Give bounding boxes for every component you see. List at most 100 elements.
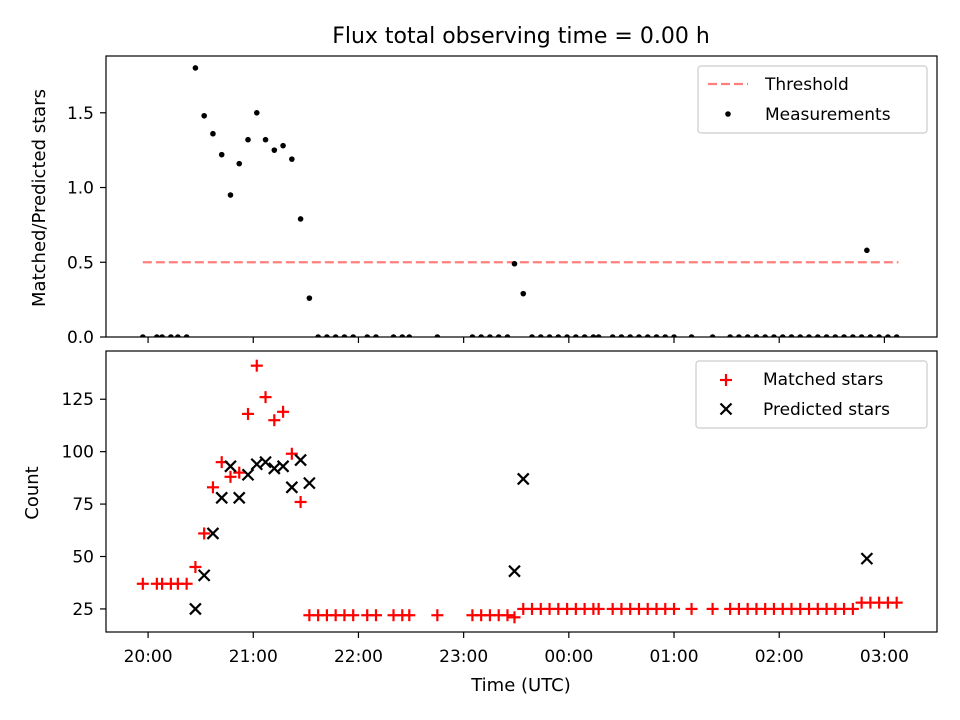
measurement-point bbox=[168, 334, 174, 337]
measurement-point bbox=[469, 334, 476, 337]
legend-measurements-label: Measurements bbox=[765, 105, 891, 125]
measurement-point bbox=[644, 334, 651, 337]
matched-star-point bbox=[285, 447, 298, 460]
measurement-point bbox=[823, 334, 830, 337]
measurement-point bbox=[434, 334, 441, 337]
bottom-y-tick-label: 100 bbox=[62, 443, 94, 463]
measurement-point bbox=[364, 334, 371, 337]
x-tick-label: 23:00 bbox=[439, 647, 488, 667]
predicted-star-point bbox=[860, 552, 874, 565]
predicted-star-point-b bbox=[285, 481, 299, 494]
predicted-star-point bbox=[232, 491, 246, 505]
bottom-y-axis-label: Count bbox=[22, 466, 43, 519]
predicted-star-point bbox=[516, 472, 530, 486]
bottom-legend: Matched stars Predicted stars bbox=[695, 360, 928, 429]
measurement-point bbox=[478, 334, 484, 337]
predicted-star-point-b bbox=[508, 564, 521, 578]
x-tick-label: 01:00 bbox=[650, 647, 699, 667]
matched-star-point bbox=[224, 470, 237, 483]
measurement-point bbox=[373, 334, 379, 337]
measurement-point bbox=[504, 334, 511, 337]
measurement-point bbox=[537, 334, 544, 337]
measurement-point bbox=[511, 260, 518, 267]
measurement-point bbox=[529, 334, 535, 337]
measurement-point bbox=[236, 160, 243, 167]
legend-predicted-label: Predicted stars bbox=[763, 400, 890, 420]
matched-star-point bbox=[259, 391, 272, 404]
measurement-point bbox=[332, 334, 339, 337]
measurement-point bbox=[893, 334, 900, 337]
predicted-star-point-b bbox=[303, 476, 316, 490]
predicted-star-point-b bbox=[241, 468, 255, 482]
measurement-point bbox=[797, 334, 804, 337]
measurement-point bbox=[590, 334, 597, 337]
matched-star-point bbox=[369, 609, 382, 622]
measurement-point bbox=[779, 334, 786, 337]
measurement-point bbox=[159, 334, 165, 337]
measurement-point bbox=[555, 334, 562, 337]
predicted-star-point bbox=[206, 527, 220, 540]
measurement-point bbox=[841, 334, 847, 337]
measurement-point bbox=[154, 334, 160, 337]
bottom-y-tick-label: 25 bbox=[72, 600, 94, 620]
measurement-point bbox=[788, 334, 795, 337]
measurement-point bbox=[832, 334, 839, 337]
measurement-point bbox=[546, 334, 553, 337]
x-tick-label: 20:00 bbox=[124, 647, 173, 667]
measurement-point bbox=[289, 156, 295, 162]
matched-star-point bbox=[431, 609, 444, 622]
predicted-star-point-b bbox=[250, 457, 264, 471]
legend-measurements-swatch bbox=[725, 111, 731, 117]
matched-star-point bbox=[206, 481, 219, 494]
measurement-point bbox=[253, 109, 260, 116]
matched-star-point bbox=[508, 611, 521, 624]
measurement-point bbox=[227, 192, 234, 198]
matched-star-point bbox=[846, 602, 859, 615]
measurement-point bbox=[315, 334, 321, 337]
measurement-point bbox=[218, 151, 225, 158]
measurement-point bbox=[245, 136, 251, 143]
predicted-stars-series bbox=[189, 453, 874, 616]
measurement-point bbox=[306, 295, 313, 301]
top-y-tick-label: 0.5 bbox=[67, 253, 94, 273]
predicted-star-point bbox=[241, 468, 255, 482]
top-y-tick-label: 1.5 bbox=[67, 104, 94, 124]
measurement-point bbox=[688, 334, 695, 337]
measurement-point bbox=[864, 247, 870, 254]
legend-predicted-swatch bbox=[719, 402, 733, 416]
predicted-star-point bbox=[259, 455, 272, 469]
measurement-point bbox=[390, 334, 397, 337]
measurement-point bbox=[297, 216, 304, 222]
measurement-point bbox=[495, 334, 502, 337]
measurement-point bbox=[271, 147, 278, 153]
matched-star-point bbox=[233, 466, 246, 479]
matched-star-point bbox=[294, 495, 307, 508]
top-legend: Threshold Measurements bbox=[697, 65, 928, 134]
measurement-point bbox=[487, 334, 493, 337]
x-tick-label: 00:00 bbox=[544, 647, 593, 667]
measurement-point bbox=[762, 334, 768, 337]
predicted-star-point-b bbox=[197, 569, 211, 582]
chart-title: Flux total observing time = 0.00 h bbox=[332, 24, 710, 49]
x-tick-label: 21:00 bbox=[229, 647, 278, 667]
matched-star-point bbox=[242, 407, 255, 420]
measurement-point bbox=[744, 334, 751, 337]
bottom-y-tick-label: 125 bbox=[62, 390, 94, 410]
top-y-tick-label: 1.0 bbox=[67, 179, 94, 199]
measurement-point bbox=[627, 334, 633, 337]
measurement-point bbox=[201, 112, 207, 119]
x-tick-label: 03:00 bbox=[860, 647, 909, 667]
predicted-star-point bbox=[285, 481, 299, 494]
x-tick-label: 02:00 bbox=[755, 647, 804, 667]
predicted-star-point-b bbox=[516, 472, 530, 486]
predicted-star-point bbox=[508, 564, 521, 578]
measurement-point bbox=[350, 334, 356, 337]
matched-star-point bbox=[198, 527, 211, 540]
predicted-star-point bbox=[303, 476, 316, 490]
measurement-point bbox=[183, 334, 190, 337]
measurement-point bbox=[573, 334, 579, 337]
matched-star-point bbox=[668, 602, 681, 615]
matched-star-point bbox=[189, 560, 202, 573]
predicted-star-point-b bbox=[860, 552, 874, 565]
predicted-star-point-b bbox=[259, 455, 272, 469]
